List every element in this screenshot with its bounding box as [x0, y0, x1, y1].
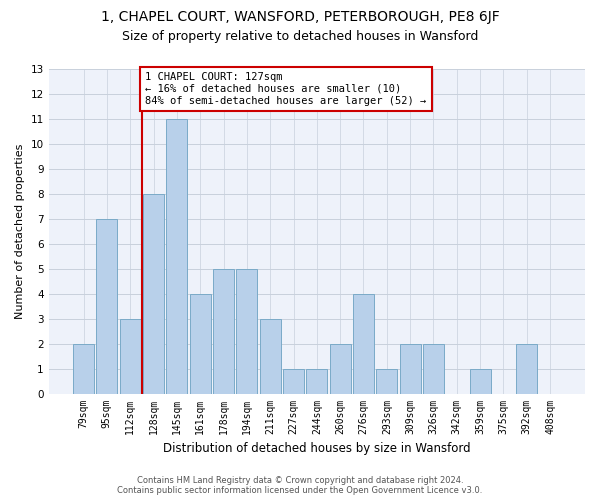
- Text: 1, CHAPEL COURT, WANSFORD, PETERBOROUGH, PE8 6JF: 1, CHAPEL COURT, WANSFORD, PETERBOROUGH,…: [101, 10, 499, 24]
- Bar: [190, 294, 211, 394]
- Y-axis label: Number of detached properties: Number of detached properties: [15, 144, 25, 319]
- Bar: [260, 318, 281, 394]
- Bar: [73, 344, 94, 394]
- Bar: [329, 344, 350, 394]
- Bar: [376, 368, 397, 394]
- Bar: [400, 344, 421, 394]
- Text: Size of property relative to detached houses in Wansford: Size of property relative to detached ho…: [122, 30, 478, 43]
- Bar: [353, 294, 374, 394]
- Bar: [470, 368, 491, 394]
- Bar: [236, 268, 257, 394]
- Bar: [143, 194, 164, 394]
- Bar: [423, 344, 444, 394]
- Bar: [307, 368, 328, 394]
- Text: Contains HM Land Registry data © Crown copyright and database right 2024.
Contai: Contains HM Land Registry data © Crown c…: [118, 476, 482, 495]
- Bar: [213, 268, 234, 394]
- Bar: [166, 119, 187, 394]
- Bar: [516, 344, 537, 394]
- Bar: [97, 219, 118, 394]
- X-axis label: Distribution of detached houses by size in Wansford: Distribution of detached houses by size …: [163, 442, 470, 455]
- Text: 1 CHAPEL COURT: 127sqm
← 16% of detached houses are smaller (10)
84% of semi-det: 1 CHAPEL COURT: 127sqm ← 16% of detached…: [145, 72, 427, 106]
- Bar: [120, 318, 140, 394]
- Bar: [283, 368, 304, 394]
